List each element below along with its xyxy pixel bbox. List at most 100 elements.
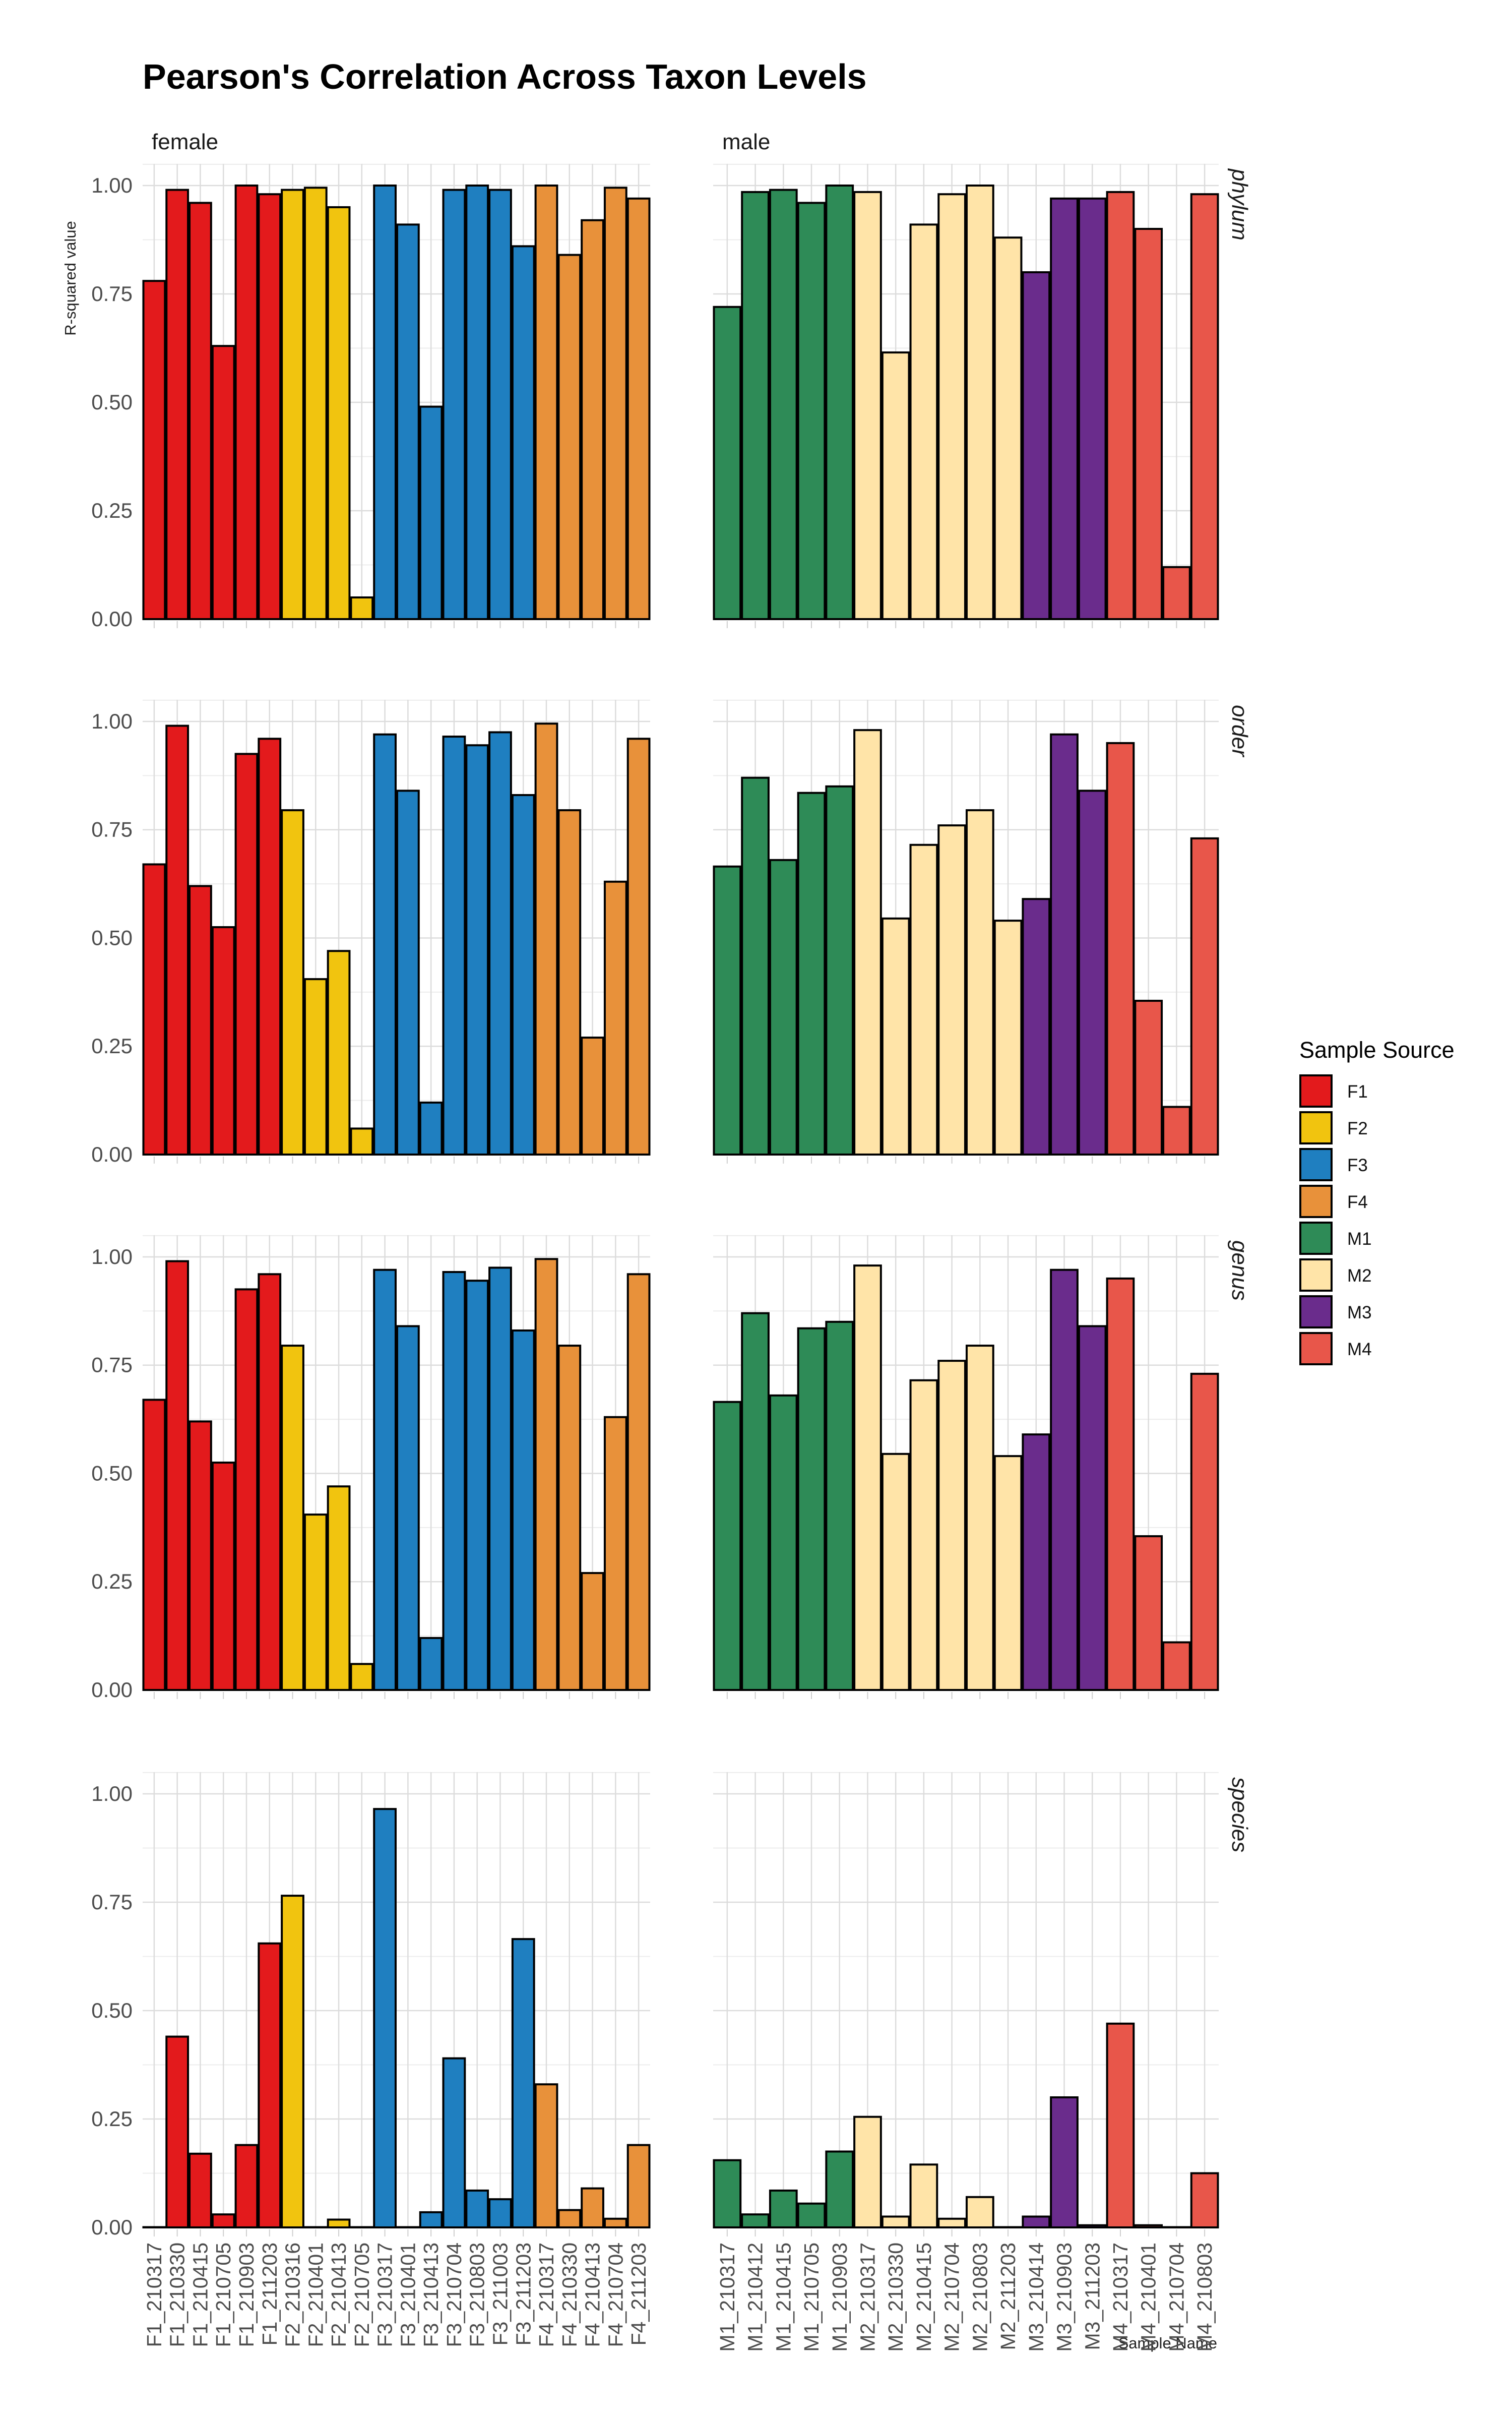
bar-order-M1_210412 [741,776,770,1156]
bar-order-M4_210317 [1106,742,1135,1156]
bar-order-F1_210330 [165,724,190,1156]
bar-genus-F1_210903 [234,1288,259,1691]
x-tick-label: F3_210704 [443,2243,466,2347]
bar-species-M4_210317 [1106,2022,1135,2229]
facet-strip-male: male [722,130,770,154]
bar-species-F2_210705 [350,2226,374,2228]
bar-genus-F1_211203 [258,1273,282,1691]
bar-genus-M2_210317 [853,1264,882,1691]
y-tick-label: 0.50 [91,1461,133,1485]
bar-order-F4_210330 [557,809,582,1156]
bar-phylum-M2_211203 [993,236,1023,620]
bar-order-F1_210415 [188,885,212,1156]
bar-genus-F3_211003 [488,1266,512,1691]
bar-species-M1_210705 [797,2202,826,2229]
bar-species-M4_210704 [1162,2226,1191,2228]
x-tick-label: F2_210705 [350,2243,373,2347]
bar-order-F3_210803 [465,744,489,1156]
x-tick-label: M4_210803 [1193,2243,1216,2352]
bar-genus-M1_210412 [741,1312,770,1691]
bar-genus-M3_211203 [1078,1325,1107,1691]
bar-genus-M4_210401 [1134,1535,1163,1691]
bar-genus-F4_210704 [603,1416,627,1691]
bar-genus-F2_210413 [327,1485,351,1691]
facet-strip-order: order [1227,705,1252,758]
y-tick-label: 0.50 [91,1999,133,2022]
x-tick-label: M2_210330 [884,2243,907,2352]
bar-species-F2_210413 [327,2218,351,2229]
bar-phylum-F4_210330 [557,254,582,621]
bar-phylum-F2_210705 [350,596,374,620]
legend-label-M4: M4 [1347,1340,1372,1359]
y-tick-label: 0.00 [91,1678,133,1702]
x-tick-label: F3_211203 [512,2243,535,2345]
y-tick-label: 0.75 [91,282,133,306]
x-tick-label: M2_210415 [912,2243,935,2352]
y-tick-label: 0.50 [91,926,133,949]
bar-genus-F2_210316 [281,1345,304,1691]
panel-female-phylum: 0.00 0.25 0.50 0.75 1.00 female [91,130,651,631]
bar-order-M3_210903 [1050,733,1079,1156]
bar-phylum-F1_210317 [142,280,166,620]
bar-order-F4_210317 [534,722,558,1156]
x-tick-label: M4_210401 [1137,2243,1160,2352]
bar-species-F3_210401 [396,2226,420,2228]
bar-species-M1_210415 [769,2189,798,2228]
x-tick-label: M2_210704 [940,2243,964,2352]
bar-order-F3_210413 [419,1101,443,1156]
legend-swatch-M4 [1299,1332,1333,1365]
facet-strip-phylum: phylum [1227,168,1252,240]
bar-species-F2_210401 [303,2226,328,2228]
x-tick-label: F4_210413 [581,2243,604,2347]
bar-order-F2_210401 [303,978,328,1156]
x-tick-label: F4_210704 [604,2243,627,2347]
bar-order-M2_210330 [881,917,910,1156]
bar-genus-M2_210415 [909,1379,938,1691]
bar-order-F3_211203 [511,794,535,1156]
x-tick-label: F3_210317 [373,2243,397,2347]
bar-phylum-M2_210415 [909,223,938,620]
bar-phylum-F1_211203 [258,193,282,620]
y-tick-label: 0.50 [91,390,133,414]
bar-order-M1_210317 [713,865,742,1156]
legend-swatch-M1 [1299,1222,1333,1255]
bar-species-M3_210903 [1050,2096,1079,2228]
bar-order-F1_210903 [234,753,259,1156]
bar-species-M2_210330 [881,2215,910,2228]
bar-order-M1_210903 [825,785,854,1156]
bar-order-M2_210317 [853,729,882,1156]
bar-species-M1_210412 [741,2213,770,2229]
legend-title: Sample Source [1299,1037,1455,1063]
bar-phylum-M2_210704 [937,193,967,620]
bar-phylum-M4_210401 [1134,228,1163,620]
legend-swatch-F3 [1299,1148,1333,1181]
x-tick-label: M2_211203 [996,2243,1020,2350]
bar-phylum-F3_211203 [511,245,535,620]
panel-male-order [713,699,1219,1164]
bar-genus-F4_210413 [581,1572,604,1691]
bar-order-M2_210704 [937,824,967,1156]
x-tick-label: F2_210401 [304,2243,327,2347]
bar-genus-M4_210317 [1106,1277,1135,1691]
legend-swatch-M2 [1299,1258,1333,1292]
legend-label-M1: M1 [1347,1229,1372,1249]
bar-genus-M1_210415 [769,1394,798,1691]
bar-phylum-M1_210903 [825,185,854,620]
bar-order-M4_210401 [1134,1000,1163,1156]
x-tick-label: F4_210330 [558,2243,581,2347]
bar-order-M4_210803 [1190,837,1219,1156]
x-tick-label: M4_210317 [1109,2243,1132,2352]
bar-order-M1_210705 [797,792,826,1156]
bar-genus-F3_211203 [511,1329,535,1691]
bar-phylum-F1_210705 [211,345,235,620]
bar-phylum-M2_210317 [853,191,882,620]
x-tick-label: F3_211003 [488,2243,512,2345]
bar-order-M3_211203 [1078,790,1107,1156]
bar-phylum-F2_210413 [327,206,351,620]
bar-order-F1_210705 [211,926,235,1156]
bar-order-F3_210317 [373,733,397,1156]
bar-phylum-F2_210316 [281,189,304,621]
y-tick-label: 0.00 [91,2215,133,2239]
bar-genus-F3_210803 [465,1280,489,1691]
